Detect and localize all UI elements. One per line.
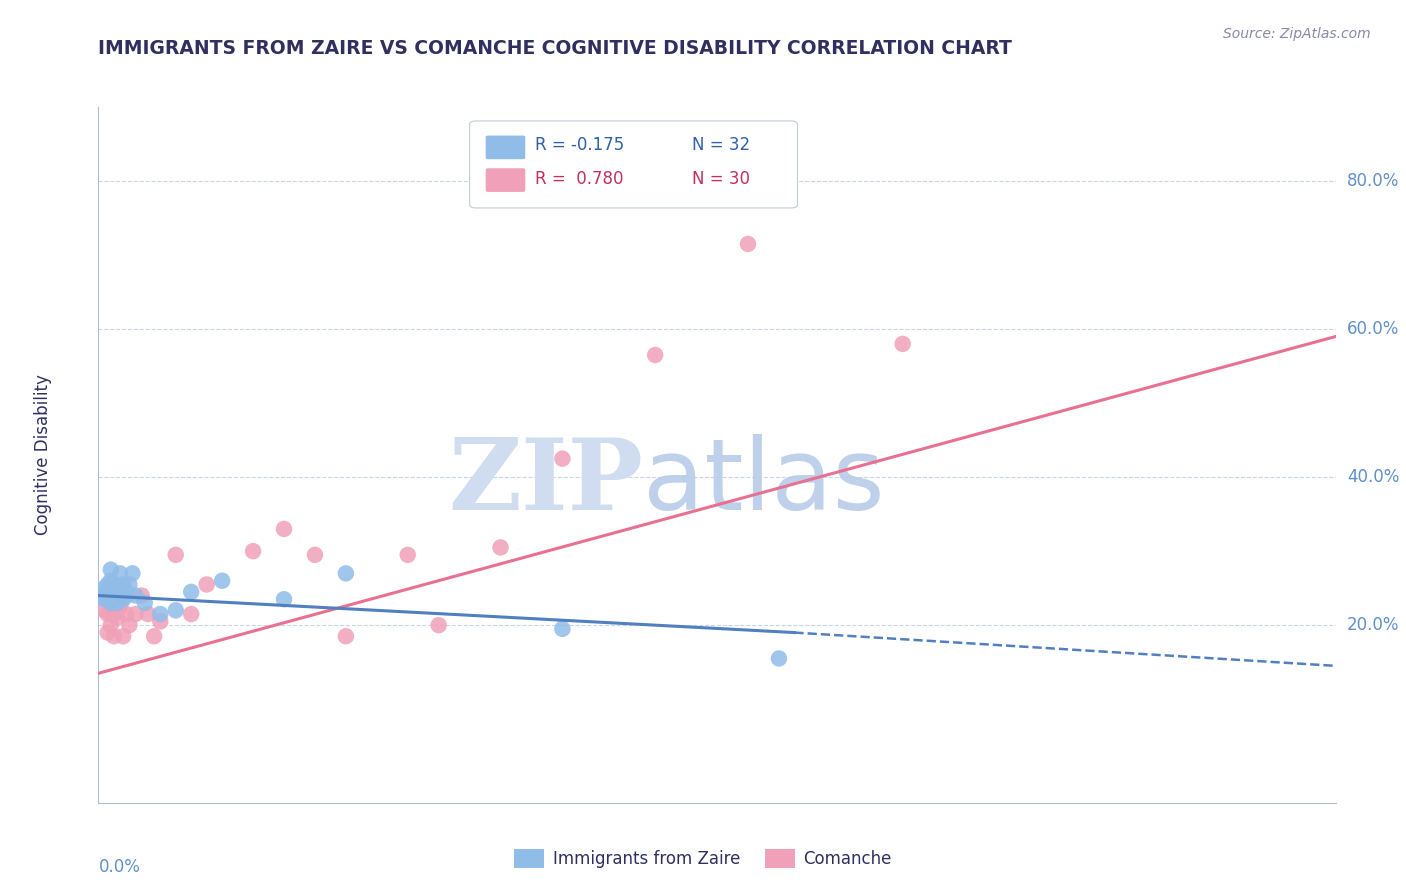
Point [115,607,138,621]
Point [489,541,512,555]
Point [103,592,125,607]
Point [105,596,128,610]
Point [103,629,125,643]
Point [149,615,172,629]
Point [737,237,759,252]
Point [165,548,187,562]
Text: Cognitive Disability: Cognitive Disability [34,375,52,535]
Point [304,548,326,562]
Point [180,607,202,621]
Text: 80.0%: 80.0% [1347,172,1399,190]
Point [427,618,450,632]
Point [149,607,172,621]
Point [195,577,218,591]
Point [551,451,574,466]
Point [335,629,357,643]
FancyBboxPatch shape [485,169,526,192]
Point [644,348,666,362]
Text: N = 30: N = 30 [692,169,751,187]
Point [103,585,125,599]
Point [103,577,125,591]
FancyBboxPatch shape [470,121,797,208]
Text: IMMIGRANTS FROM ZAIRE VS COMANCHE COGNITIVE DISABILITY CORRELATION CHART: IMMIGRANTS FROM ZAIRE VS COMANCHE COGNIT… [98,39,1012,58]
Point [108,599,131,614]
Point [97,607,120,621]
Text: 20.0%: 20.0% [1347,616,1399,634]
Point [103,607,125,621]
Text: 0.0%: 0.0% [98,858,141,877]
Text: R =  0.780: R = 0.780 [536,169,624,187]
Point [100,596,122,610]
Point [121,566,143,581]
Point [335,566,357,581]
Text: 60.0%: 60.0% [1347,320,1399,338]
FancyBboxPatch shape [485,136,526,159]
Point [273,522,295,536]
Point [118,577,141,591]
Point [891,337,914,351]
Legend: Immigrants from Zaire, Comanche: Immigrants from Zaire, Comanche [508,842,898,875]
Point [112,629,135,643]
Point [143,629,166,643]
Point [180,585,202,599]
Point [105,589,128,603]
Text: N = 32: N = 32 [692,136,751,154]
Point [396,548,419,562]
Point [97,585,120,599]
Point [136,607,159,621]
Point [134,596,156,610]
Point [273,592,295,607]
Point [100,618,122,632]
Point [165,603,187,617]
Text: 40.0%: 40.0% [1347,468,1399,486]
Point [93,592,115,607]
Point [112,577,135,591]
Point [242,544,264,558]
Text: atlas: atlas [643,434,884,532]
Point [97,625,120,640]
Point [93,581,115,595]
Point [97,577,120,591]
Point [115,589,138,603]
Text: ZIP: ZIP [449,434,643,532]
Point [768,651,790,665]
Point [211,574,233,588]
Text: Source: ZipAtlas.com: Source: ZipAtlas.com [1223,27,1371,41]
Point [551,622,574,636]
Point [100,563,122,577]
Point [112,592,135,607]
Point [108,566,131,581]
Point [131,589,153,603]
Point [124,589,146,603]
Point [100,574,122,588]
Point [124,607,146,621]
Point [105,611,128,625]
Point [90,589,112,603]
Point [108,581,131,595]
Text: R = -0.175: R = -0.175 [536,136,624,154]
Point [105,581,128,595]
Point [93,603,115,617]
Point [115,585,138,599]
Point [118,618,141,632]
